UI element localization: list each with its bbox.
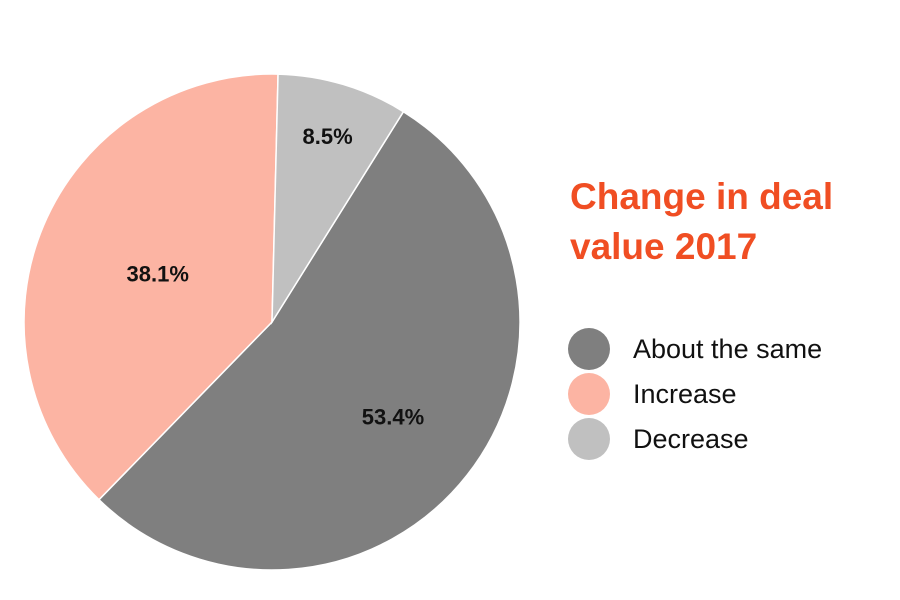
legend-label-about-the-same: About the same — [633, 333, 823, 364]
legend-label-increase: Increase — [633, 378, 737, 409]
legend: About the same Increase Decrease — [568, 327, 898, 462]
legend-item-increase: Increase — [568, 372, 898, 416]
legend-item-about-the-same: About the same — [568, 327, 898, 371]
chart-title-line-1: Change in deal — [570, 176, 834, 217]
pie-slice-decrease — [271, 73, 405, 325]
chart-title-line-2: value 2017 — [570, 226, 758, 267]
legend-item-decrease: Decrease — [568, 417, 898, 461]
pie-slice-increase — [23, 73, 279, 501]
pie-chart: 53.4% 38.1% 8.5% — [23, 73, 521, 571]
slice-label-increase: 38.1% — [127, 261, 189, 286]
chart-title: Change in deal value 2017 — [570, 172, 890, 272]
legend-swatch-about-the-same — [568, 328, 610, 370]
slice-label-about-the-same: 53.4% — [362, 404, 424, 429]
legend-swatch-increase — [568, 373, 610, 415]
legend-label-decrease: Decrease — [633, 423, 749, 454]
pie-slice-labels: 53.4% 38.1% 8.5% — [127, 124, 425, 429]
slice-label-decrease: 8.5% — [303, 124, 353, 149]
pie-slices — [23, 73, 521, 571]
pie-slice-about-the-same — [97, 110, 521, 571]
legend-swatch-decrease — [568, 418, 610, 460]
